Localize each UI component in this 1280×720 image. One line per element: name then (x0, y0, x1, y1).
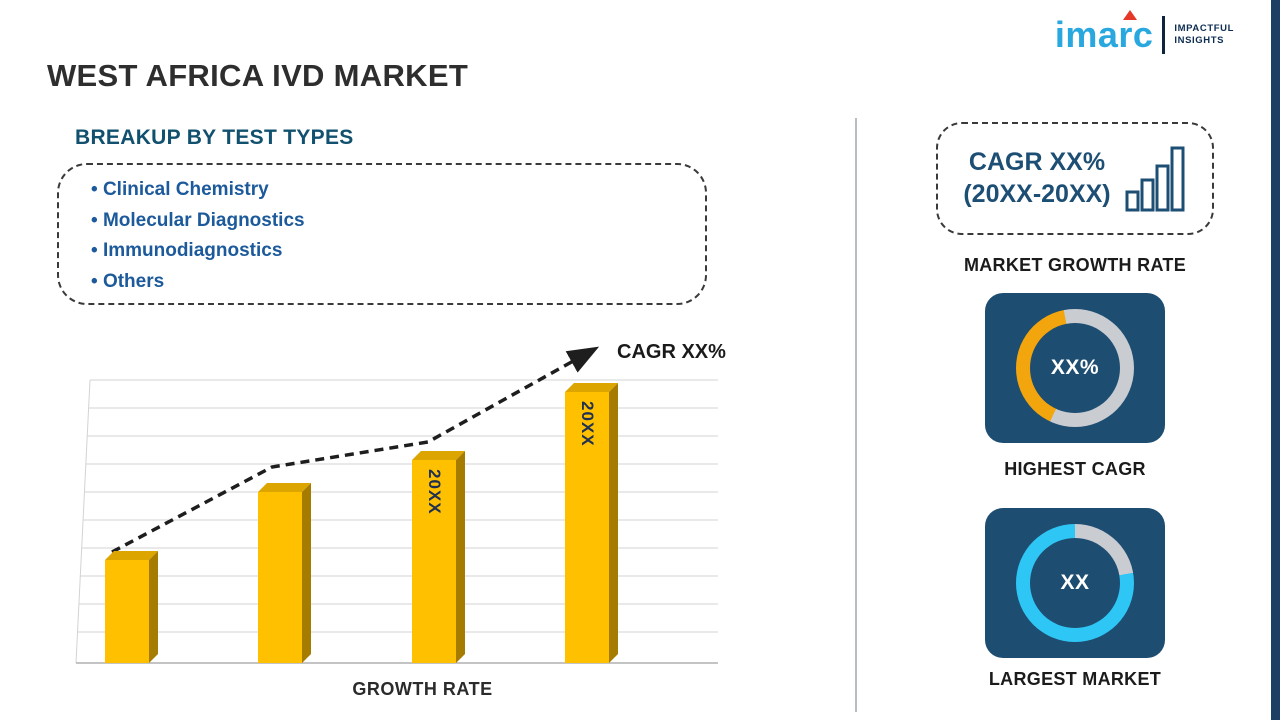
right-edge-accent-bar (1271, 0, 1280, 720)
breakup-box: Clinical Chemistry Molecular Diagnostics… (57, 163, 707, 305)
cagr-box: CAGR XX% (20XX-20XX) (936, 122, 1214, 235)
trend-arrow (111, 346, 600, 554)
cagr-box-text: CAGR XX% (20XX-20XX) (963, 147, 1110, 210)
bar-2 (258, 483, 311, 663)
imarc-wordmark: imarc (1054, 10, 1154, 55)
bar-3-year-label: 20XX (425, 469, 444, 515)
logo-divider (1162, 16, 1166, 54)
chart-caption: GROWTH RATE (352, 679, 493, 699)
trend-cagr-label: CAGR XX% (617, 341, 726, 363)
page-title: WEST AFRICA IVD MARKET (47, 58, 469, 93)
highest-cagr-value: XX% (1050, 356, 1100, 379)
breakup-heading: BREAKUP BY TEST TYPES (75, 126, 354, 149)
cagr-box-line2: (20XX-20XX) (963, 179, 1111, 208)
bar-3: 20XX (412, 451, 465, 663)
bar-4-side-face (609, 383, 618, 663)
breakup-item-others: Others (91, 267, 705, 298)
growth-bars-icon (1125, 146, 1185, 211)
largest-market-donut-chart: XX (1016, 524, 1134, 642)
highest-cagr-donut-chart: XX% (1016, 309, 1134, 427)
breakup-item-clinical-chemistry: Clinical Chemistry (91, 175, 705, 206)
bar-1-side-face (149, 551, 158, 663)
logo-tagline: IMPACTFUL INSIGHTS (1174, 23, 1234, 48)
highest-cagr-label: HIGHEST CAGR (1004, 459, 1146, 479)
highest-cagr-donut-hole: XX% (1030, 323, 1120, 413)
breakup-item-molecular-diagnostics: Molecular Diagnostics (91, 206, 705, 237)
breakup-list: Clinical Chemistry Molecular Diagnostics… (91, 175, 705, 297)
imarc-wordmark-text: imarc (1054, 14, 1154, 55)
bar-2-side-face (302, 483, 311, 663)
highest-cagr-card: XX% (985, 293, 1165, 443)
vertical-divider (855, 118, 857, 712)
largest-market-value: XX (1060, 571, 1090, 594)
bar-3-side-face (456, 451, 465, 663)
breakup-item-immunodiagnostics: Immunodiagnostics (91, 236, 705, 267)
bar-1 (105, 551, 158, 663)
logo-tagline-line2: INSIGHTS (1174, 35, 1225, 46)
logo-accent-triangle-icon (1123, 10, 1138, 20)
growth-rate-chart-grid (75, 346, 718, 664)
market-growth-rate-label: MARKET GROWTH RATE (963, 255, 1187, 275)
imarc-logo: imarc IMPACTFUL INSIGHTS (1054, 10, 1234, 55)
bar-4: 20XX (565, 383, 618, 663)
largest-market-card: XX (985, 508, 1165, 658)
logo-tagline-line1: IMPACTFUL (1174, 22, 1234, 34)
cagr-box-line1: CAGR XX% (968, 148, 1106, 177)
bar-4-year-label: 20XX (578, 401, 597, 447)
largest-market-donut-hole: XX (1030, 538, 1120, 628)
largest-market-label: LARGEST MARKET (988, 669, 1162, 689)
